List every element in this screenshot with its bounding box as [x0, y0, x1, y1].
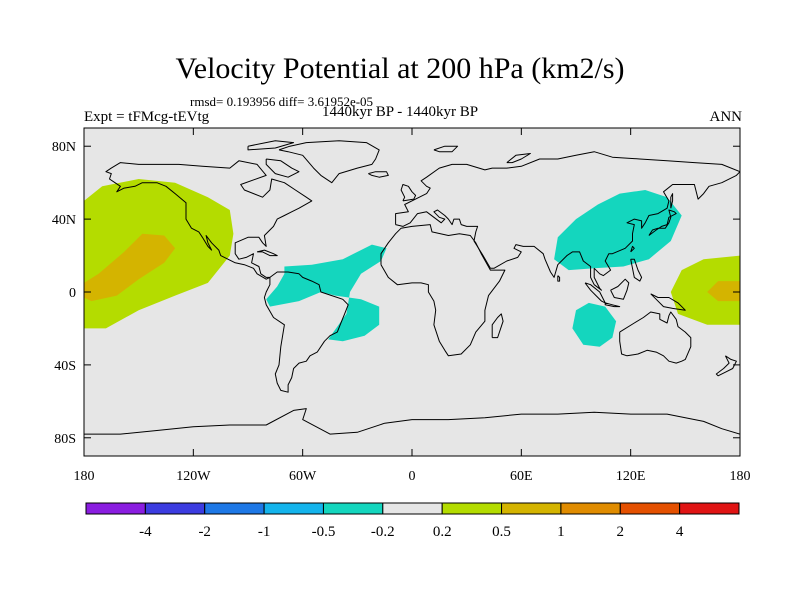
- colorbar-label: 1: [557, 524, 565, 540]
- coast-cuba: [256, 249, 278, 257]
- lon-tick-label: 180: [730, 469, 751, 484]
- contour-westpac-positive-core: [707, 281, 740, 302]
- colorbar-swatch: [144, 502, 206, 515]
- coast-philippines: [630, 258, 643, 282]
- plot-title: Velocity Potential at 200 hPa (km2/s): [175, 52, 625, 85]
- coast-new-guinea: [650, 293, 686, 311]
- contour-westpac-positive: [670, 255, 740, 325]
- coast-sumatra: [584, 282, 606, 304]
- coast-ellesmere-island: [247, 140, 295, 151]
- coast-japan: [648, 209, 677, 236]
- coast-britain: [400, 184, 417, 202]
- coast-borneo: [610, 278, 630, 300]
- season-label: ANN: [709, 109, 743, 125]
- colorbar-swatch: [85, 502, 146, 515]
- contour-pacific-positive-core: [84, 233, 176, 302]
- colorbar-label: 4: [676, 524, 684, 540]
- coast-iceland: [368, 171, 389, 178]
- coast-java: [604, 302, 621, 308]
- coast-south-america: [263, 271, 349, 393]
- lon-tick-label: 60E: [510, 469, 533, 484]
- colorbar-swatch: [204, 502, 265, 515]
- lon-tick-label: 180: [74, 469, 95, 484]
- coast-antarctica: [84, 408, 740, 435]
- coast-sakhalin: [670, 193, 674, 209]
- colorbar-label: 2: [617, 524, 625, 540]
- coast-north-america: [105, 160, 313, 280]
- experiment-label: Expt = tFMcg-tEVtg: [84, 109, 210, 125]
- colorbar-label: -1: [258, 524, 271, 540]
- lat-tick-label: 0: [69, 286, 76, 301]
- lon-tick-label: 120W: [176, 469, 211, 484]
- coast-baffin-island: [265, 158, 300, 178]
- colorbar-swatch: [501, 502, 562, 515]
- lat-tick-label: 40S: [54, 359, 76, 374]
- colorbar-label: 0.5: [492, 524, 511, 540]
- coast-novaya-zemlya: [506, 153, 531, 164]
- lat-tick-label: 80N: [52, 140, 76, 155]
- map-background: [84, 128, 740, 456]
- coast-australia: [619, 311, 692, 364]
- coast-greenland: [278, 140, 380, 184]
- lon-tick-label: 120E: [616, 469, 646, 484]
- colorbar-label: -2: [198, 524, 211, 540]
- contour-atlantic-negative: [266, 244, 387, 342]
- colorbar-label: -0.5: [312, 524, 336, 540]
- coast-new-zealand: [715, 355, 737, 377]
- coast-africa: [380, 224, 506, 357]
- colorbar-swatch: [560, 502, 621, 515]
- lon-axis: 180 120W 60W 0 60E 120E 180: [74, 128, 751, 484]
- coastlines: [84, 140, 740, 435]
- coast-eurasia: [395, 151, 740, 291]
- lat-axis: 80N 40N 0 40S 80S: [52, 140, 740, 447]
- stats-line: rmsd= 0.193956 diff= 3.61952e-05: [190, 94, 374, 109]
- colorbar: -4 -2 -1 -0.5 -0.2 0.2 0.5 1 2 4: [85, 502, 740, 540]
- colorbar-label: -0.2: [371, 524, 395, 540]
- colorbar-label: 0.2: [433, 524, 452, 540]
- colorbar-swatch: [322, 502, 384, 515]
- colorbar-label: -4: [139, 524, 152, 540]
- contour-indian-negative: [572, 302, 617, 347]
- colorbar-swatch: [679, 502, 740, 515]
- colorbar-swatch: [263, 502, 324, 515]
- lat-tick-label: 80S: [54, 432, 76, 447]
- contour-asia-negative: [554, 190, 682, 271]
- colorbar-swatch: [441, 502, 503, 515]
- coast-madagascar: [491, 313, 504, 339]
- coast-sri-lanka: [557, 275, 561, 282]
- contour-fills: [84, 179, 740, 347]
- period-label: 1440kyr BP - 1440kyr BP: [322, 104, 479, 120]
- coast-svalbard: [433, 145, 459, 153]
- lat-tick-label: 40N: [52, 213, 76, 228]
- colorbar-swatch: [382, 502, 443, 515]
- lon-tick-label: 60W: [289, 469, 317, 484]
- coast-taiwan: [630, 245, 635, 253]
- colorbar-swatch: [619, 502, 681, 515]
- lon-tick-label: 0: [409, 469, 416, 484]
